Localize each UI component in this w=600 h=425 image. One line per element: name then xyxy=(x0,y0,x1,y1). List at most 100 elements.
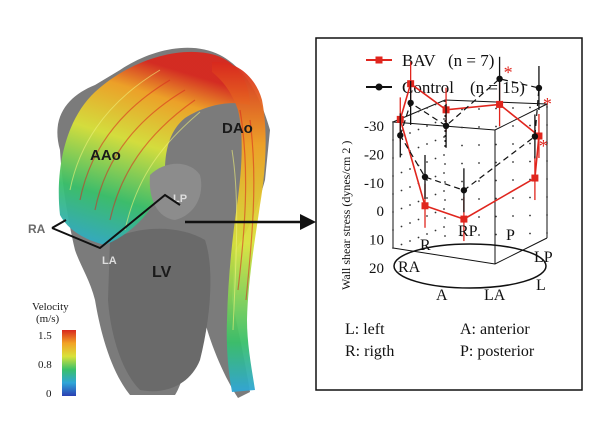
colorbar-bar xyxy=(62,330,76,396)
grid-dot xyxy=(529,124,531,127)
grid-dot xyxy=(478,126,480,128)
grid-dot xyxy=(546,214,548,216)
grid-dot xyxy=(392,175,394,177)
grid-dot xyxy=(495,161,497,164)
grid-dot xyxy=(434,229,437,232)
grid-dot xyxy=(495,143,497,146)
grid-dot xyxy=(426,125,428,127)
footer-definitions: L: left A: anterior R: rigth P: posterio… xyxy=(345,321,535,360)
grid-dot xyxy=(478,234,480,236)
box-wireframe xyxy=(392,99,548,265)
flow-streaks xyxy=(79,79,255,301)
position-label-r: R xyxy=(420,237,431,254)
grid-dot xyxy=(512,107,514,109)
bav-point xyxy=(460,215,468,223)
footer-right-def: R: rigth xyxy=(345,343,394,360)
position-label-rp: RP xyxy=(458,223,478,240)
grid-dot xyxy=(478,144,480,146)
colorbar-tick-min: 0 xyxy=(46,388,52,400)
footer-anterior-def: A: anterior xyxy=(460,321,530,338)
grid-dot xyxy=(400,243,403,246)
y-tick-label: -20 xyxy=(364,147,384,163)
grid-dot xyxy=(426,215,428,217)
grid-dot xyxy=(546,160,548,162)
grid-dot xyxy=(392,229,394,231)
grid-dot xyxy=(417,146,420,149)
grid-dot xyxy=(529,232,531,235)
legend-bav-n: (n = 7) xyxy=(448,51,494,70)
grid-dot xyxy=(409,132,411,134)
grid-dot xyxy=(400,171,403,174)
grid-dot xyxy=(512,125,514,127)
cross-section-lines xyxy=(51,193,181,250)
grid-dot xyxy=(426,143,428,145)
significance-star: * xyxy=(504,62,513,82)
legend-control-n: (n = 15) xyxy=(470,78,525,97)
grid-dot xyxy=(512,215,514,217)
grid-dot xyxy=(426,233,428,235)
grid-dot xyxy=(461,162,463,165)
grid-dot xyxy=(443,226,445,228)
aao-label: AAo xyxy=(90,147,121,164)
pointer-arrow xyxy=(185,214,316,230)
grid-dot xyxy=(529,106,531,109)
position-label-a: A xyxy=(436,287,448,304)
grid-dot xyxy=(495,197,497,200)
grid-dot xyxy=(444,181,446,183)
grid-dot xyxy=(409,222,411,224)
grid-dot xyxy=(400,225,403,228)
control-line xyxy=(399,78,540,191)
legend-control-marker xyxy=(375,83,383,91)
grid-dot xyxy=(392,121,394,123)
series-control xyxy=(397,56,543,213)
colorbar-title-1: Velocity xyxy=(32,301,69,313)
grid-dot xyxy=(434,211,437,214)
significance-star: * xyxy=(543,94,552,114)
grid-dot xyxy=(529,142,531,145)
bav-point xyxy=(421,202,429,210)
grid-dot xyxy=(546,232,548,234)
la-label: LA xyxy=(102,255,117,267)
grid-dot xyxy=(546,178,548,180)
velocity-colorbar: Velocity (m/s) 1.5 0.8 0 xyxy=(32,301,76,400)
grid-dot xyxy=(392,139,394,141)
grid-dot xyxy=(443,118,445,120)
colorbar-tick-mid: 0.8 xyxy=(38,359,52,371)
lv-label: LV xyxy=(152,264,172,281)
position-labels: RA R RP P LP L LA A xyxy=(398,223,553,304)
control-point xyxy=(397,132,404,139)
colorbar-tick-max: 1.5 xyxy=(38,330,52,342)
valve-region xyxy=(149,163,202,220)
grid-dot xyxy=(461,126,463,129)
ra-label: RA xyxy=(28,222,46,236)
grid-dot xyxy=(443,208,445,210)
grid-dot xyxy=(478,216,480,218)
grid-dot xyxy=(392,193,394,195)
position-label-lp: LP xyxy=(534,249,553,266)
footer-posterior-def: P: posterior xyxy=(460,343,535,360)
grid-dot xyxy=(444,235,446,237)
grid-dot xyxy=(495,233,497,236)
base-ellipse xyxy=(393,243,547,289)
grid-dot xyxy=(417,236,420,239)
colorbar-title-2: (m/s) xyxy=(36,313,60,325)
grid-dot xyxy=(478,162,480,164)
bav-point xyxy=(535,132,543,140)
grid-dot xyxy=(434,175,437,178)
grid-dot xyxy=(478,108,480,110)
legend-bav-name: BAV xyxy=(402,51,436,70)
legend: BAV (n = 7) Control (n = 15) xyxy=(366,51,525,97)
legend-bav-marker xyxy=(375,56,383,64)
control-point xyxy=(442,122,450,130)
grid-dot xyxy=(417,200,420,203)
series-layer: * * * xyxy=(396,56,552,242)
grid-dot xyxy=(546,142,548,144)
control-point xyxy=(407,99,414,107)
y-tick-label: 10 xyxy=(369,233,384,249)
grid-dot xyxy=(417,110,420,113)
grid-dot xyxy=(512,233,514,235)
position-label-p: P xyxy=(506,227,515,244)
grid-dot xyxy=(426,197,428,199)
grid-dot xyxy=(512,143,514,145)
